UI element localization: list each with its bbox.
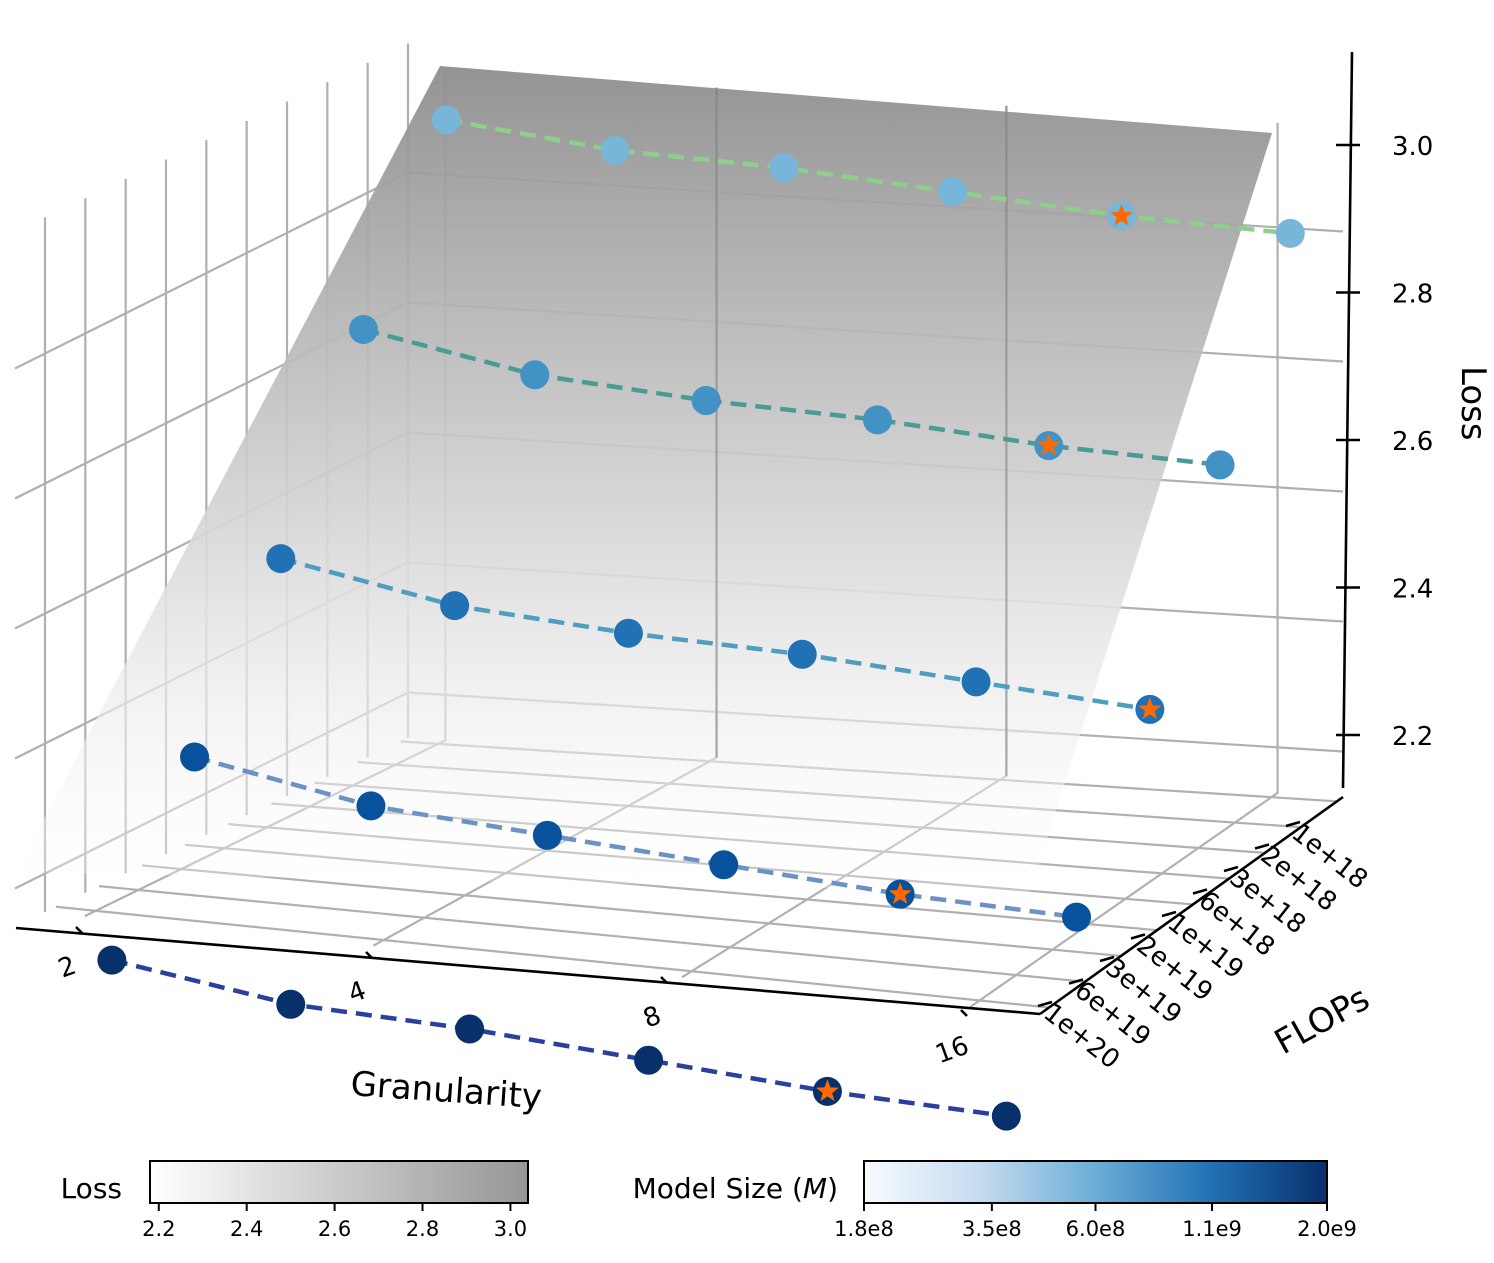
data-point <box>455 1014 485 1044</box>
z-tick-label: 2.8 <box>1392 280 1433 310</box>
series-2.0e9 <box>97 945 1021 1131</box>
x-tick-label: 2 <box>54 951 80 985</box>
data-point <box>348 314 378 344</box>
loss-colorbar-ticks: 2.2 2.4 2.6 2.8 3.0 <box>142 1203 527 1241</box>
loss-colorbar-gradient <box>149 1160 529 1204</box>
loss-colorbar-tick-label: 2.8 <box>406 1217 439 1241</box>
x-tick-label: 4 <box>344 976 370 1010</box>
data-point <box>600 135 630 165</box>
model-size-colorbar-tick-label: 3.5e8 <box>962 1217 1022 1241</box>
z-axis-line <box>1341 51 1354 789</box>
loss-colorbar-tick-label: 2.2 <box>142 1217 175 1241</box>
data-point <box>961 667 991 697</box>
granularity-gridline <box>969 122 1279 1008</box>
x-tick-label: 8 <box>639 1001 665 1035</box>
data-point <box>613 618 643 648</box>
optimal-star-marker <box>1110 203 1133 226</box>
model-size-colorbar-tick-label: 1.8e8 <box>834 1217 894 1241</box>
y-tick-mark <box>1254 843 1270 850</box>
optimal-star-marker <box>888 882 912 904</box>
y-tick-mark <box>1285 820 1301 828</box>
data-point <box>862 405 892 435</box>
y-tick-mark <box>1130 933 1146 940</box>
y-tick-mark <box>1223 865 1239 873</box>
data-point <box>431 105 461 135</box>
series-line <box>280 556 1151 712</box>
data-point <box>938 177 968 207</box>
model-size-label-prefix: Model Size ( <box>633 1172 803 1205</box>
data-point <box>276 989 306 1019</box>
model-size-colorbar-tick-label: 6.0e8 <box>1066 1217 1126 1241</box>
model-size-colorbar-tick-label: 2.0e9 <box>1297 1217 1357 1241</box>
fitted-loss-surface <box>16 66 1272 892</box>
data-point <box>991 1101 1021 1131</box>
model-size-colorbar-ticks: 1.8e8 3.5e8 6.0e8 1.1e9 2.0e9 <box>834 1203 1357 1241</box>
series-1.1e9 <box>180 742 1092 932</box>
data-point <box>1062 902 1092 932</box>
data-point <box>691 386 721 416</box>
data-point <box>97 945 127 975</box>
model-size-colorbar: Model Size (M) 1.8e8 3.5e8 6.0e8 1.1e9 2.0e9 <box>633 1160 1357 1241</box>
y-tick-mark <box>1037 1000 1053 1008</box>
model-size-colorbar-tick-label: 1.1e9 <box>1182 1217 1242 1241</box>
series-line <box>111 957 1007 1119</box>
z-tick-label: 2.4 <box>1392 575 1433 605</box>
data-point <box>1275 218 1305 248</box>
z-tick-label: 3.0 <box>1392 132 1433 162</box>
flops-gridline <box>55 905 1050 1009</box>
series-line <box>193 754 1077 920</box>
series-line <box>445 117 1291 236</box>
data-point <box>440 591 470 621</box>
data-point <box>180 742 210 772</box>
flops-gridline <box>142 864 1122 958</box>
data-point <box>709 850 739 880</box>
y-axis-label: FLOPs <box>1268 979 1376 1063</box>
z-tick-label: 2.2 <box>1392 722 1433 752</box>
data-point <box>634 1045 664 1075</box>
y-tick-mark <box>1068 978 1084 985</box>
series-3.5e8 <box>348 314 1235 480</box>
flops-gridline <box>98 885 1086 983</box>
data-point <box>769 153 799 183</box>
loss-colorbar-tick-label: 2.6 <box>318 1217 351 1241</box>
data-point <box>266 544 296 574</box>
x-tick-mark <box>660 976 668 984</box>
optimal-star-marker <box>1138 697 1162 720</box>
series-layer <box>97 105 1305 1131</box>
model-size-label-var: M <box>803 1172 827 1205</box>
optimal-star-marker <box>816 1079 839 1102</box>
x-tick-mark <box>960 1009 968 1017</box>
x-axis-line <box>15 926 1041 1016</box>
y-tick-mark <box>1192 888 1208 895</box>
y-axis-line <box>1039 795 1344 1016</box>
loss-colorbar: Loss 2.2 2.4 2.6 2.8 3.0 <box>61 1160 529 1241</box>
model-size-colorbar-gradient <box>863 1160 1328 1204</box>
x-tick-mark <box>365 951 373 959</box>
x-axis-label: Granularity <box>349 1064 543 1117</box>
series-6.0e8 <box>266 544 1165 724</box>
z-axis-label: Loss <box>1453 366 1493 441</box>
z-tick-label: 2.6 <box>1392 427 1433 457</box>
series-1.8e8 <box>431 105 1305 248</box>
x-tick-label: 16 <box>932 1031 973 1071</box>
y-tick-mark <box>1099 955 1115 963</box>
data-point <box>1205 450 1235 480</box>
data-point <box>356 791 386 821</box>
loss-colorbar-label: Loss <box>61 1172 122 1205</box>
model-size-colorbar-label: Model Size (M) <box>633 1172 838 1205</box>
series-line <box>362 327 1221 468</box>
optimal-star-marker <box>1037 433 1061 456</box>
data-point <box>520 360 550 390</box>
loss-colorbar-tick-label: 2.4 <box>230 1217 263 1241</box>
y-tick-mark <box>1161 910 1177 918</box>
data-point <box>532 820 562 850</box>
x-tick-mark <box>75 926 83 934</box>
data-point <box>787 639 817 669</box>
loss-colorbar-tick-label: 3.0 <box>494 1217 527 1241</box>
model-size-label-suffix: ) <box>827 1172 838 1205</box>
